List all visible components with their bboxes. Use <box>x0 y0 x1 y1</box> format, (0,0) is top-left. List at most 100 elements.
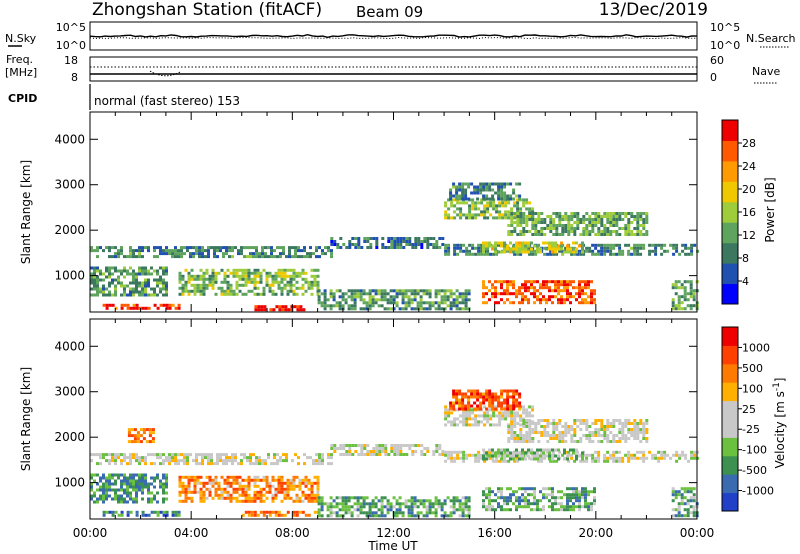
data-cell <box>114 473 117 477</box>
data-cell <box>440 301 444 305</box>
data-cell <box>543 218 547 221</box>
data-cell <box>516 212 520 215</box>
data-cell <box>509 389 513 393</box>
data-cell <box>144 293 147 297</box>
data-cell <box>291 255 294 259</box>
data-cell <box>132 488 135 492</box>
data-cell <box>471 201 475 205</box>
data-cell <box>105 485 108 489</box>
data-cell <box>202 283 206 287</box>
data-cell <box>207 249 210 253</box>
data-cell <box>452 304 456 308</box>
data-cell <box>627 230 631 233</box>
data-cell <box>302 308 306 312</box>
data-cell <box>326 502 330 506</box>
data-cell <box>159 485 162 489</box>
data-cell <box>265 496 269 500</box>
data-cell <box>271 510 275 514</box>
data-cell <box>483 216 487 220</box>
data-cell <box>259 487 263 491</box>
data-cell <box>581 496 584 500</box>
data-cell <box>578 490 581 494</box>
data-cell <box>621 437 625 440</box>
data-cell <box>258 462 261 466</box>
data-cell <box>229 475 233 479</box>
data-cell <box>636 230 640 233</box>
data-cell <box>497 505 500 509</box>
data-cell <box>283 493 287 497</box>
data-cell <box>129 473 132 477</box>
data-cell <box>690 450 694 454</box>
data-cell <box>231 459 234 463</box>
data-cell <box>226 481 230 485</box>
data-cell <box>584 496 587 500</box>
data-cell <box>483 459 487 463</box>
data-cell <box>217 271 221 275</box>
data-cell <box>159 246 162 250</box>
data-cell <box>317 496 321 500</box>
data-cell <box>482 499 485 503</box>
data-cell <box>500 392 504 396</box>
data-cell <box>441 237 445 240</box>
data-cell <box>267 456 270 460</box>
data-cell <box>434 511 438 515</box>
data-cell <box>486 417 490 421</box>
data-cell <box>292 277 296 281</box>
data-cell <box>471 213 475 217</box>
data-cell <box>488 389 492 393</box>
data-cell <box>102 453 105 457</box>
data-cell <box>485 182 489 186</box>
data-cell <box>428 502 432 506</box>
data-cell <box>482 398 486 402</box>
data-cell <box>187 280 191 284</box>
data-cell <box>202 484 206 488</box>
data-cell <box>588 224 592 227</box>
data-cell <box>495 456 499 460</box>
data-cell <box>486 414 490 418</box>
data-cell <box>317 511 321 515</box>
data-cell <box>533 454 536 458</box>
data-cell <box>235 478 239 482</box>
data-cell <box>111 488 114 492</box>
data-cell <box>533 490 536 494</box>
data-cell <box>534 230 538 233</box>
data-cell <box>258 459 261 463</box>
data-cell <box>465 423 469 427</box>
data-cell <box>594 246 598 250</box>
data-cell <box>386 298 390 302</box>
data-cell <box>429 237 433 240</box>
data-cell <box>501 417 505 421</box>
data-cell <box>181 487 185 491</box>
data-cell <box>320 304 324 308</box>
data-cell <box>582 218 586 221</box>
data-cell <box>674 493 678 497</box>
data-cell <box>482 280 485 284</box>
data-cell <box>618 437 622 440</box>
data-cell <box>422 514 426 518</box>
data-cell <box>494 286 497 290</box>
data-cell <box>449 188 453 192</box>
data-cell <box>292 484 296 488</box>
data-cell <box>428 304 432 308</box>
data-cell <box>292 499 296 503</box>
data-cell <box>283 490 287 494</box>
data-cell <box>156 456 159 460</box>
data-cell <box>497 454 500 458</box>
data-cell <box>99 476 102 480</box>
data-cell <box>249 453 252 457</box>
data-cell <box>312 462 315 466</box>
data-cell <box>317 295 321 299</box>
data-cell <box>410 514 414 518</box>
data-cell <box>468 417 472 421</box>
data-cell <box>201 252 204 256</box>
data-cell <box>477 453 481 457</box>
data-cell <box>575 241 578 245</box>
data-cell <box>384 246 388 249</box>
data-cell <box>555 252 559 256</box>
data-cell <box>341 298 345 302</box>
data-cell <box>515 241 518 245</box>
data-cell <box>533 292 536 296</box>
data-cell <box>534 431 538 434</box>
data-cell <box>414 444 418 447</box>
data-cell <box>566 505 569 509</box>
